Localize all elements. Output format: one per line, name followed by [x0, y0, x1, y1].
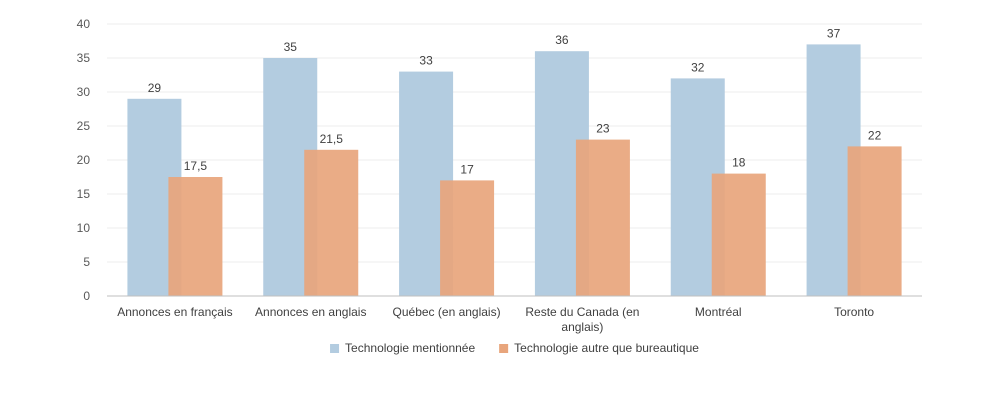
data-label: 23: [596, 122, 610, 136]
y-tick-label: 10: [77, 221, 91, 235]
y-tick-label: 25: [77, 119, 91, 133]
x-tick-label: Reste du Canada (en anglais): [525, 305, 639, 334]
y-tick-label: 20: [77, 153, 91, 167]
data-label: 17,5: [184, 159, 208, 173]
y-tick-label: 5: [83, 255, 90, 269]
x-tick-label: Toronto: [834, 305, 874, 319]
y-axis-ticks: 0 5 10 15 20 25 30 35 40: [77, 17, 91, 303]
data-label: 29: [148, 81, 162, 95]
legend-label: Technologie mentionnée: [345, 341, 475, 355]
data-label: 37: [827, 26, 841, 40]
bar: [168, 177, 223, 296]
legend: Technologie mentionnée Technologie autre …: [330, 341, 699, 355]
data-label: 32: [691, 60, 705, 74]
bars: [127, 44, 902, 297]
bar: [575, 139, 630, 296]
legend-swatch: [499, 344, 509, 353]
x-tick-label: Montréal: [695, 305, 742, 319]
x-tick-label: Québec (en anglais): [393, 305, 501, 319]
y-tick-label: 35: [77, 51, 91, 65]
x-axis-categories: Annonces en français Annonces en anglais Q…: [117, 305, 874, 334]
x-tick-label: Annonces en français: [117, 305, 232, 319]
gridlines: [107, 23, 922, 263]
data-label: 22: [868, 128, 882, 142]
bar: [440, 180, 495, 296]
data-label: 18: [732, 156, 746, 170]
bar: [711, 173, 766, 296]
data-label: 17: [460, 162, 474, 176]
data-label: 36: [555, 33, 569, 47]
y-tick-label: 40: [77, 17, 91, 31]
data-label: 35: [284, 40, 298, 54]
y-tick-label: 30: [77, 85, 91, 99]
x-tick-label: Annonces en anglais: [255, 305, 366, 319]
data-label: 33: [419, 54, 433, 68]
data-labels: 29 17,5 35 21,5 33 17 36 23 32 18 37 22: [148, 26, 882, 176]
bar: [304, 149, 359, 296]
legend-swatch: [330, 344, 340, 353]
y-tick-label: 15: [77, 187, 91, 201]
bar: [847, 146, 902, 296]
y-tick-label: 0: [83, 289, 90, 303]
legend-label: Technologie autre que bureautique: [514, 341, 699, 355]
data-label: 21,5: [320, 132, 344, 146]
